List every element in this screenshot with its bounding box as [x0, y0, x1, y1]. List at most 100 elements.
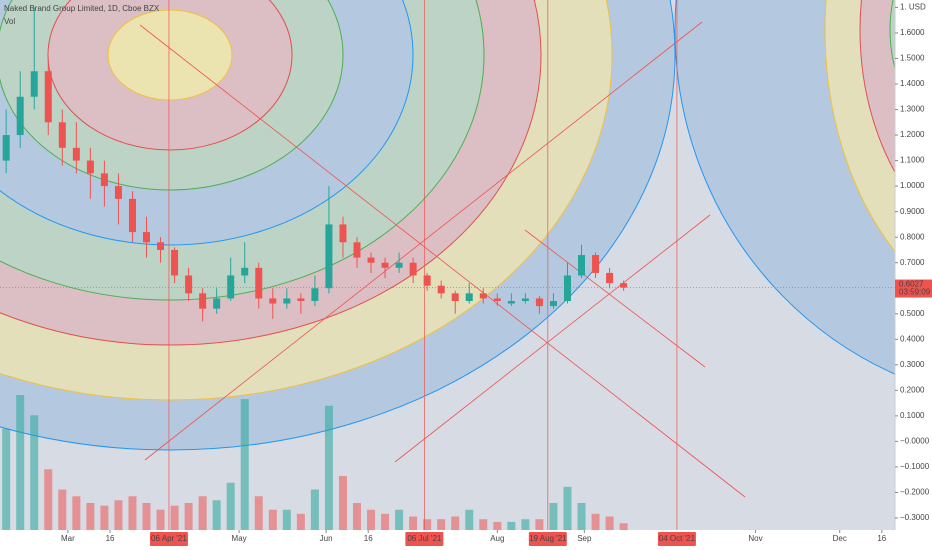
volume-bar: [352, 503, 361, 530]
y-tick-label: 1.5000: [900, 54, 925, 63]
volume-bar: [619, 523, 628, 530]
y-tick-label: 0.8000: [900, 232, 925, 241]
candle-body: [16, 96, 24, 136]
fib-ring: [107, 9, 233, 101]
volume-bar: [2, 428, 11, 530]
candle-body: [493, 298, 501, 301]
volume-bar: [451, 516, 460, 530]
volume-label: Vol: [4, 17, 15, 26]
fib-ring: [889, 0, 895, 71]
x-tick-label: Dec: [833, 534, 847, 543]
candle-body: [241, 267, 249, 276]
volume-bar: [184, 503, 193, 530]
volume-bar: [395, 509, 404, 530]
candle-body: [507, 300, 515, 304]
candle-body: [325, 224, 333, 289]
y-tick-label: 1.6000: [900, 28, 925, 37]
volume-bar: [479, 519, 488, 530]
candle-body: [606, 272, 614, 284]
volume-bar: [591, 513, 600, 530]
candle-body: [409, 262, 417, 276]
volume-bar: [563, 486, 572, 530]
volume-bar: [338, 476, 347, 530]
candle-body: [72, 147, 80, 161]
volume-bar: [549, 503, 558, 530]
candle-body: [255, 267, 263, 299]
candle-body: [381, 262, 389, 268]
trend-line: [139, 24, 746, 498]
fib-ring: [859, 0, 895, 174]
volume-bar: [367, 509, 376, 530]
candle-body: [114, 186, 122, 199]
x-tick-label: Nov: [748, 534, 762, 543]
x-tick-label: Sep: [577, 534, 592, 543]
y-tick-label: 1.0000: [900, 181, 925, 190]
countdown-label: 03:59:09: [899, 288, 931, 297]
volume-bar: [521, 519, 530, 530]
volume-bar: [577, 503, 586, 530]
series: [0, 7, 895, 530]
volume-bar: [86, 503, 95, 530]
candle-body: [535, 298, 543, 307]
volume-bar: [423, 519, 432, 530]
candle-body: [521, 298, 529, 301]
volume-bar: [268, 509, 277, 530]
candle-body: [437, 285, 445, 294]
candle-body: [128, 198, 136, 233]
x-tick-label: 06 Apr '21: [151, 534, 187, 543]
volume-bar: [254, 496, 263, 530]
candle-body: [199, 293, 207, 309]
candle-body: [563, 275, 571, 301]
candle-body: [578, 255, 586, 276]
volume-bar: [128, 496, 137, 530]
y-tick-label: 0.9000: [900, 207, 925, 216]
volume-bar: [296, 513, 305, 530]
x-tick-highlight: [149, 532, 188, 546]
candle-body: [423, 275, 431, 286]
x-tick-highlight: [657, 532, 696, 546]
x-tick-label: Aug: [490, 534, 504, 543]
candle-body: [297, 298, 305, 301]
x-tick-label: 06 Jul '21: [407, 534, 442, 543]
volume-bar: [493, 521, 502, 530]
candle-body: [395, 262, 403, 268]
candle-body: [157, 242, 165, 250]
trend-line: [524, 229, 706, 368]
y-tick-label: 0.1000: [900, 411, 925, 420]
y-tick-label: 1. USD: [900, 3, 926, 12]
y-tick-label: 0.2000: [900, 385, 925, 394]
volume-bar: [507, 521, 516, 530]
candle-body: [311, 288, 319, 301]
trend-line: [144, 21, 703, 461]
last-price-tag: [895, 279, 932, 298]
x-tick-label: 16: [106, 534, 115, 543]
x-tick-label: Mar: [61, 534, 75, 543]
volume-bar: [310, 489, 319, 530]
y-tick-label: 0.3000: [900, 360, 925, 369]
y-tick-label: 0.7000: [900, 258, 925, 267]
candle-body: [620, 283, 628, 288]
x-tick-label: 16: [364, 534, 373, 543]
candle-body: [353, 242, 361, 258]
candle-body: [465, 293, 473, 301]
volume-bar: [30, 415, 39, 530]
y-tick-label: 1.3000: [900, 105, 925, 114]
volume-bar: [170, 505, 179, 530]
last-price-label: 0.6027: [899, 280, 924, 289]
chart-title: Naked Brand Group Limited, 1D, Cboe BZX: [4, 4, 160, 13]
candle-body: [227, 275, 235, 299]
volume-bar: [605, 516, 614, 530]
volume-bar: [240, 399, 249, 530]
marker-lines: [168, 0, 678, 530]
volume-bar: [114, 500, 123, 530]
x-tick-label: May: [232, 534, 247, 543]
candle-body: [143, 232, 151, 243]
volume-bar: [282, 509, 291, 530]
time-axis: [0, 530, 932, 550]
y-tick-label: 1.1000: [900, 156, 925, 165]
volume-bar: [100, 505, 109, 530]
candle-body: [100, 173, 108, 187]
y-tick-label: 0.5000: [900, 309, 925, 318]
